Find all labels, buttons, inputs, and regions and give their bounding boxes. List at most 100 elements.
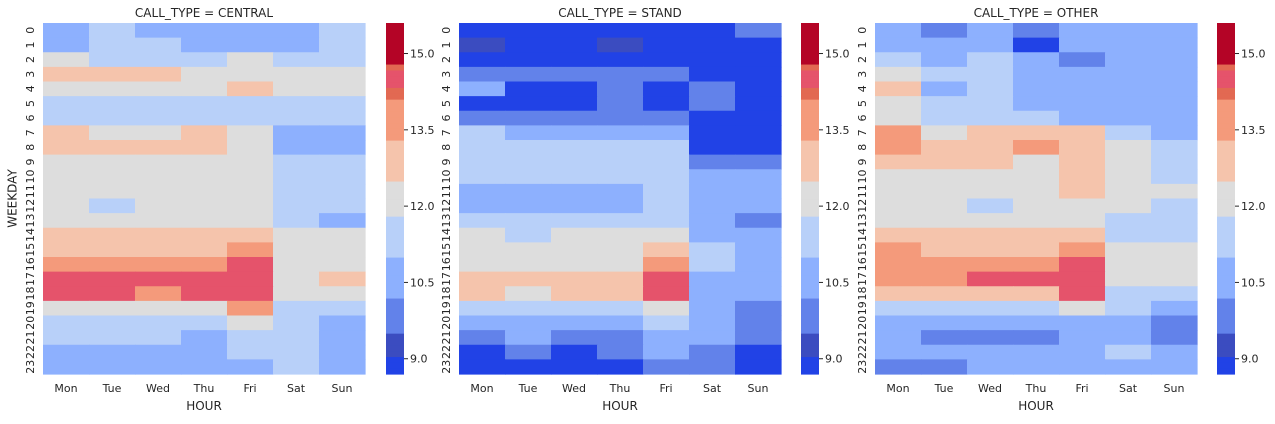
colorbar-segment (801, 69, 819, 77)
heatmap-cell (1059, 140, 1106, 156)
heatmap-cell (273, 315, 320, 331)
heatmap-cell (967, 125, 1014, 141)
heatmap-cell (643, 140, 690, 156)
y-tick-label: 8 (856, 144, 869, 151)
heatmap-cell (135, 271, 182, 287)
heatmap-cell (273, 227, 320, 243)
heatmap-cell (181, 257, 228, 273)
y-tick-label: 9 (24, 158, 37, 165)
heatmap-cell (1105, 257, 1152, 273)
colorbar-segment (386, 274, 404, 281)
heatmap-cell (1059, 286, 1106, 302)
colorbar-tick-label: 15.0 (1241, 48, 1266, 61)
colorbar-tick-label: 9.0 (825, 353, 843, 366)
heatmap-cell (1151, 154, 1198, 170)
heatmap-cell (643, 344, 690, 360)
heatmap-cell (89, 359, 136, 375)
y-tick-label: 20 (440, 316, 453, 330)
heatmap-cell (597, 81, 644, 97)
heatmap-cell (1013, 271, 1060, 287)
heatmap-cell (181, 198, 228, 214)
heatmap-cell (1105, 286, 1152, 302)
heatmap-cell (89, 110, 136, 126)
heatmap-cell (735, 125, 782, 141)
colorbar-segment (386, 221, 404, 229)
heatmap-cell (43, 140, 90, 156)
heatmap-cell (597, 227, 644, 243)
heatmap-cell (1105, 66, 1152, 83)
heatmap-cell (319, 110, 366, 126)
colorbar-tick-label: 10.5 (825, 276, 850, 289)
heatmap-cell (551, 96, 598, 112)
heatmap-cell (597, 23, 644, 39)
y-tick-label: 21 (24, 330, 37, 344)
colorbar-segment (386, 93, 404, 100)
heatmap-cell (505, 330, 552, 346)
colorbar-segment (386, 169, 404, 176)
heatmap-cell (1151, 52, 1198, 68)
heatmap-cell (43, 315, 90, 331)
heatmap-cell (689, 242, 736, 258)
heatmap-cell (1151, 23, 1198, 39)
y-tick-label: 2 (856, 56, 869, 63)
heatmap-cell (89, 154, 136, 170)
y-tick-label: 13 (440, 213, 453, 227)
heatmap-cell (89, 344, 136, 360)
heatmap-cell (735, 198, 782, 214)
heatmap-cell (921, 227, 968, 243)
heatmap-cell (921, 140, 968, 156)
colorbar-segment (386, 297, 404, 305)
heatmap-cell (1151, 344, 1198, 360)
heatmap-panel-2: CALL_TYPE = STAND Mon Tue Wed Thu Fri Sat Sun HO… (440, 6, 850, 413)
heatmap-cell (89, 81, 136, 97)
y-axis-label: WEEKDAY (6, 169, 20, 228)
heatmap-cell (967, 81, 1014, 97)
heatmap-cell (597, 96, 644, 112)
heatmap-cell (181, 300, 228, 317)
heatmap-cell (459, 140, 506, 156)
heatmap-cell (1151, 96, 1198, 112)
heatmap-cell (735, 257, 782, 273)
colorbar-segment (386, 292, 404, 299)
heatmap-cell (1013, 344, 1060, 360)
colorbar-segment (801, 52, 819, 59)
heatmap-cell (643, 315, 690, 331)
heatmap-cell (967, 23, 1014, 39)
heatmap-cell (597, 66, 644, 83)
heatmap-cell (319, 169, 366, 185)
heatmap-cell (875, 242, 922, 258)
heatmap-cell (689, 359, 736, 375)
heatmap-cell (89, 37, 136, 53)
colorbar-segment (1217, 140, 1235, 147)
heatmap-cell (505, 37, 552, 53)
heatmap-cell (1151, 110, 1198, 126)
heatmap-cell (551, 315, 598, 331)
heatmap-cell (273, 23, 320, 39)
heatmap-cell (551, 271, 598, 287)
heatmap-cell (689, 315, 736, 331)
colorbar-segment (386, 309, 404, 317)
heatmap-cell (505, 286, 552, 302)
heatmap-cell (43, 23, 90, 39)
heatmap-cell (227, 183, 274, 200)
heatmap-cell (1105, 169, 1152, 185)
x-tick-label: Fri (1075, 382, 1088, 395)
heatmap-cell (1013, 96, 1060, 112)
colorbar-segment (386, 227, 404, 235)
heatmap-cell (135, 37, 182, 53)
heatmap-cell (505, 183, 552, 200)
heatmap-cell (967, 198, 1014, 214)
colorbar-segment (386, 175, 404, 182)
heatmap-cell (551, 140, 598, 156)
heatmap-cell (875, 359, 922, 375)
heatmap-cell (1013, 154, 1060, 170)
heatmap-cell (1105, 125, 1152, 141)
heatmap-cell (89, 183, 136, 200)
heatmap-cell (135, 198, 182, 214)
heatmap-cell (597, 300, 644, 317)
y-tick-label: 16 (24, 257, 37, 271)
heatmap-cell (181, 125, 228, 141)
colorbar-segment (1217, 233, 1235, 241)
heatmap-cell (459, 213, 506, 229)
colorbar-segment (1217, 58, 1235, 65)
